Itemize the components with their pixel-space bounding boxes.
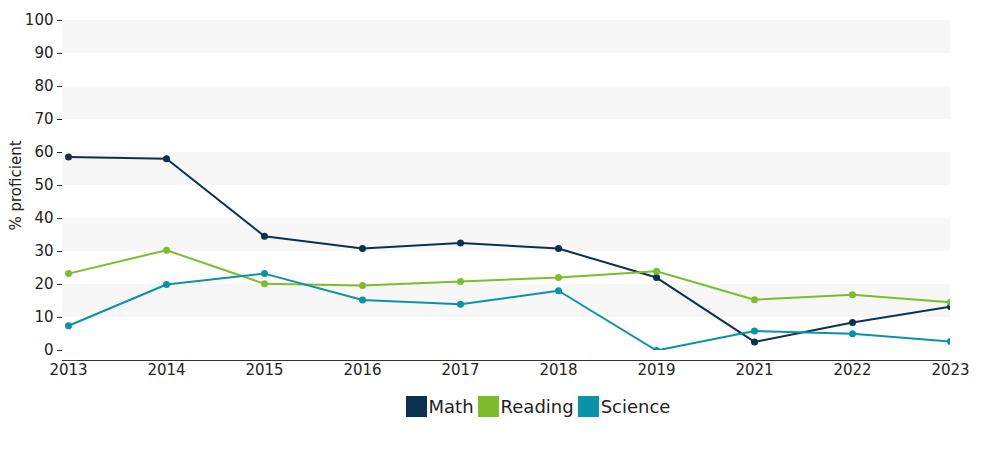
svg-text:80: 80 [34, 77, 53, 95]
svg-text:2021: 2021 [735, 361, 773, 379]
svg-text:2023: 2023 [931, 361, 969, 379]
svg-text:50: 50 [34, 176, 53, 194]
svg-text:2022: 2022 [833, 361, 871, 379]
html-text:Science: Science [600, 396, 671, 417]
svg-text:70: 70 [34, 110, 53, 128]
svg-text:2014: 2014 [147, 361, 185, 379]
svg-text:10: 10 [34, 308, 53, 326]
svg-text:90: 90 [34, 44, 53, 62]
svg-text:2016: 2016 [343, 361, 381, 379]
svg-text:30: 30 [34, 242, 53, 260]
svg-text:2019: 2019 [637, 361, 675, 379]
svg-text:20: 20 [34, 275, 53, 293]
svg-text:40: 40 [34, 209, 53, 227]
svg-text:% proficient: % proficient [7, 140, 25, 230]
html-text:Math: Math [428, 396, 474, 417]
svg-text:2018: 2018 [539, 361, 577, 379]
svg-text:100: 100 [25, 11, 54, 29]
svg-text:2017: 2017 [441, 361, 479, 379]
svg-text:0: 0 [44, 341, 54, 359]
svg-text:60: 60 [34, 143, 53, 161]
svg-text:2013: 2013 [49, 361, 87, 379]
svg-text:2015: 2015 [245, 361, 283, 379]
html-text:Reading: Reading [500, 396, 574, 417]
